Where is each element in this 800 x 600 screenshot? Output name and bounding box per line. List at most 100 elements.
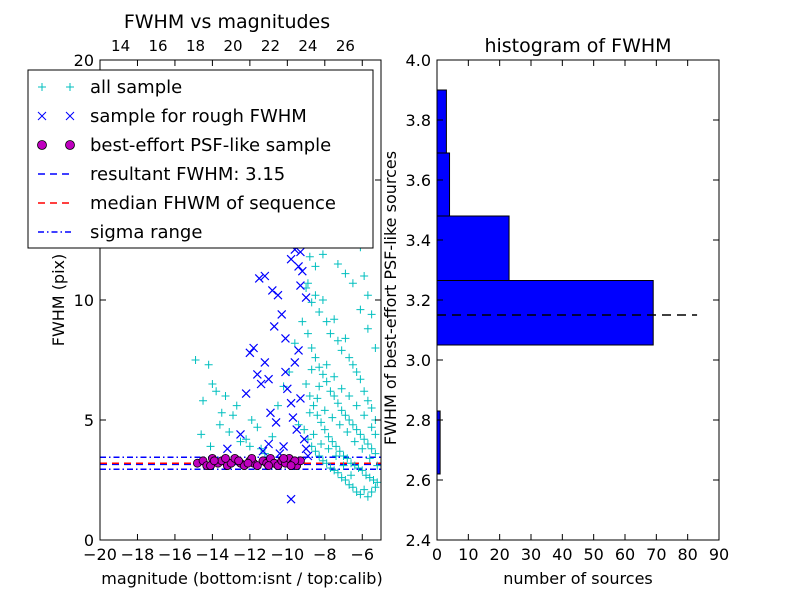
point-s0-2 (204, 360, 213, 369)
point-s1-17 (267, 285, 277, 295)
point-s1-4 (269, 321, 279, 331)
histogram-x-ticks: 0 10 20 30 40 50 60 70 80 90 (432, 60, 729, 564)
point-s0-129 (347, 471, 356, 480)
point-s0-21 (273, 401, 282, 410)
point-s0-50 (318, 296, 327, 304)
hx-tick-label-8: 80 (677, 545, 697, 564)
point-s1-30 (301, 444, 311, 454)
scatter-top-ticks: 14 16 18 20 22 24 26 (111, 37, 355, 55)
point-s2-26 (221, 453, 230, 463)
legend-item-4: median FHWM of sequence (38, 193, 336, 214)
y-tick-label-4: 20 (74, 51, 94, 70)
point-s0-145 (345, 392, 354, 400)
point-s1-0 (254, 273, 264, 283)
hx-tick-label-6: 60 (615, 545, 635, 564)
point-s0-91 (328, 437, 337, 446)
scatter-y-label: FWHM (pix) (49, 254, 68, 347)
point-s0-69 (318, 370, 327, 379)
point-s0-120 (360, 485, 369, 494)
x-tick-label-0: −20 (83, 545, 117, 564)
point-s0-76 (345, 416, 354, 424)
point-s0-108 (315, 452, 324, 460)
point-s0-89 (320, 425, 329, 434)
point-s1-6 (277, 309, 287, 319)
x-tick-label-3: −14 (196, 545, 230, 564)
point-s1-16 (296, 247, 305, 257)
legend-marker-2-1 (65, 140, 75, 150)
point-s2-34 (209, 456, 219, 466)
point-s1-23 (271, 417, 281, 427)
series-2 (193, 453, 305, 471)
point-s0-154 (333, 260, 342, 268)
point-s0-0 (191, 356, 200, 364)
hx-tick-label-5: 50 (583, 545, 603, 564)
top-tick-label-6: 26 (336, 37, 355, 55)
point-s0-47 (307, 298, 316, 307)
scatter-legend: all sample sample for rough FWHM best-effo… (27, 69, 374, 249)
point-s0-77 (348, 420, 357, 429)
point-s1-22 (266, 408, 275, 418)
point-s0-127 (332, 452, 341, 460)
point-s0-121 (363, 492, 372, 501)
point-s0-57 (345, 353, 354, 362)
point-s1-32 (279, 441, 289, 451)
point-s0-7 (229, 411, 238, 420)
hy-tick-label-7: 3.8 (406, 111, 431, 130)
point-s0-68 (315, 363, 324, 372)
point-s0-12 (197, 430, 206, 439)
point-s0-107 (311, 447, 320, 456)
legend-marker-1-0 (37, 111, 47, 121)
point-s1-25 (286, 398, 296, 408)
histogram-bar-2 (436, 215, 510, 281)
point-s0-104 (300, 425, 309, 434)
point-s1-43 (296, 281, 305, 291)
point-s0-83 (371, 449, 380, 458)
point-s0-62 (363, 396, 372, 405)
legend-marker-1-1 (65, 111, 75, 121)
point-s0-92 (332, 442, 341, 451)
hy-tick-label-6: 3.6 (406, 171, 431, 190)
point-s0-143 (330, 372, 339, 381)
x-tick-label-2: −16 (158, 545, 192, 564)
hx-tick-label-1: 10 (458, 545, 478, 564)
series-0 (191, 75, 382, 501)
point-s1-37 (222, 444, 232, 454)
point-s0-26 (298, 317, 307, 326)
point-s0-131 (313, 394, 322, 403)
point-s0-133 (328, 413, 337, 422)
hy-tick-label-5: 3.4 (406, 231, 431, 250)
top-tick-label-0: 14 (111, 37, 130, 55)
point-s1-1 (249, 343, 259, 353)
point-s0-140 (307, 365, 316, 374)
legend-label-4: median FHWM of sequence (90, 193, 336, 214)
point-s0-139 (373, 461, 382, 470)
point-s2-13 (252, 461, 262, 471)
point-s0-45 (367, 310, 376, 319)
point-s0-23 (285, 368, 294, 376)
legend-box (27, 69, 374, 249)
point-s1-10 (294, 261, 303, 271)
legend-label-5: sigma range (90, 222, 202, 243)
scatter-title: FWHM vs magnitudes (124, 11, 330, 33)
legend-label-3: resultant FWHM: 3.15 (90, 164, 285, 185)
point-s0-3 (208, 380, 217, 388)
point-s0-53 (330, 315, 339, 324)
point-s1-24 (282, 384, 292, 394)
legend-label-2: best-effort PSF-like sample (90, 135, 331, 156)
hx-tick-label-2: 20 (489, 545, 509, 564)
point-s0-123 (371, 483, 380, 492)
point-s1-3 (264, 374, 274, 384)
y-tick-label-1: 5 (84, 411, 94, 430)
hy-tick-label-4: 3.2 (406, 291, 431, 310)
top-tick-label-1: 16 (149, 37, 168, 55)
point-s1-8 (286, 254, 296, 264)
hx-tick-label-4: 40 (552, 545, 572, 564)
point-s0-125 (317, 440, 326, 448)
point-s1-34 (264, 439, 274, 449)
point-s0-17 (242, 435, 251, 444)
point-s0-134 (335, 420, 344, 429)
point-s0-149 (371, 430, 380, 439)
point-s1-40 (294, 345, 303, 355)
point-s0-119 (356, 490, 365, 499)
